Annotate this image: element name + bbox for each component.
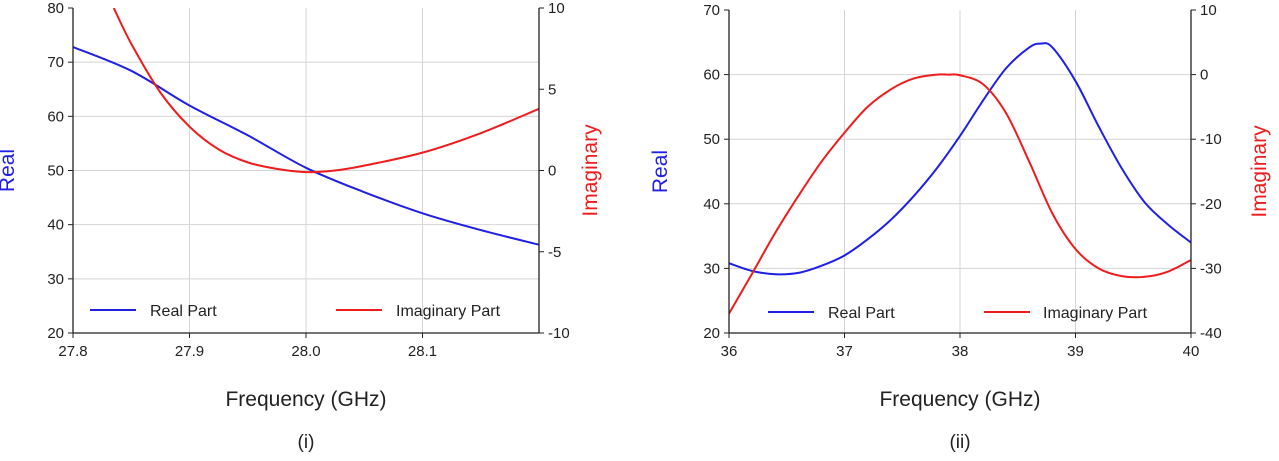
y2-tick-label: 10 [548,0,565,17]
real-part-line [729,42,1191,276]
y2-axis-title: Imaginary [1248,125,1271,218]
y-tick-label: 40 [703,196,720,213]
y-tick-label: 80 [47,0,64,17]
y2-tick-label: -10 [1200,131,1222,148]
legend-label-imaginary: Imaginary Part [396,303,501,320]
y-tick-label: 40 [47,217,64,234]
y-axis-title: Real [649,150,672,193]
y-axis-title: Real [0,149,19,192]
y2-tick-label: -10 [548,325,570,342]
x-tick-label: 27.9 [175,343,204,360]
x-tick-label: 28.0 [291,343,320,360]
y2-tick-label: 5 [548,81,556,98]
y-tick-label: 60 [47,108,64,125]
panel-caption: (ii) [949,432,970,453]
real-part-line [73,46,539,246]
legend-label-real: Real Part [828,305,895,322]
y2-tick-label: -20 [1200,196,1222,213]
y-tick-label: 70 [703,2,720,19]
x-tick-label: 27.8 [58,343,87,360]
chart-panel-2: 36 37 38 39 40 20 30 40 50 60 70 -40 -30 -20 -10 0 10 Fre… [649,2,1271,453]
y-tick-label: 30 [703,260,720,277]
y2-tick-label: -5 [548,244,561,261]
legend: Real Part Imaginary Part [90,303,501,320]
y-tick-label: 20 [703,325,720,342]
y-tick-label: 50 [47,163,64,180]
y-tick-label: 70 [47,54,64,71]
imaginary-part-line [729,73,1191,315]
y-tick-label: 60 [703,67,720,84]
legend-label-imaginary: Imaginary Part [1043,305,1148,322]
y2-axis-title: Imaginary [579,124,602,217]
x-tick-label: 39 [1067,343,1084,360]
y2-tick-label: -30 [1200,260,1222,277]
x-tick-label: 36 [721,343,738,360]
chart-panel-1: 27.8 27.9 28.0 28.1 20 30 40 50 60 70 80 -10 -5 0 5 10 F… [0,0,602,453]
y-tick-label: 50 [703,131,720,148]
y2-tick-label: -40 [1200,325,1222,342]
y-tick-label: 20 [47,325,64,342]
x-axis-title: Frequency (GHz) [879,388,1040,411]
imaginary-part-line [112,8,539,174]
x-tick-label: 37 [836,343,853,360]
x-tick-label: 28.1 [408,343,437,360]
y2-tick-label: 10 [1200,2,1217,19]
legend-label-real: Real Part [150,303,217,320]
y2-tick-label: 0 [548,163,556,180]
y2-tick-label: 0 [1200,67,1208,84]
y-tick-label: 30 [47,271,64,288]
x-axis-title: Frequency (GHz) [225,388,386,411]
panel-caption: (i) [298,432,315,453]
legend: Real Part Imaginary Part [768,305,1148,322]
x-tick-label: 40 [1183,343,1200,360]
x-tick-label: 38 [952,343,969,360]
